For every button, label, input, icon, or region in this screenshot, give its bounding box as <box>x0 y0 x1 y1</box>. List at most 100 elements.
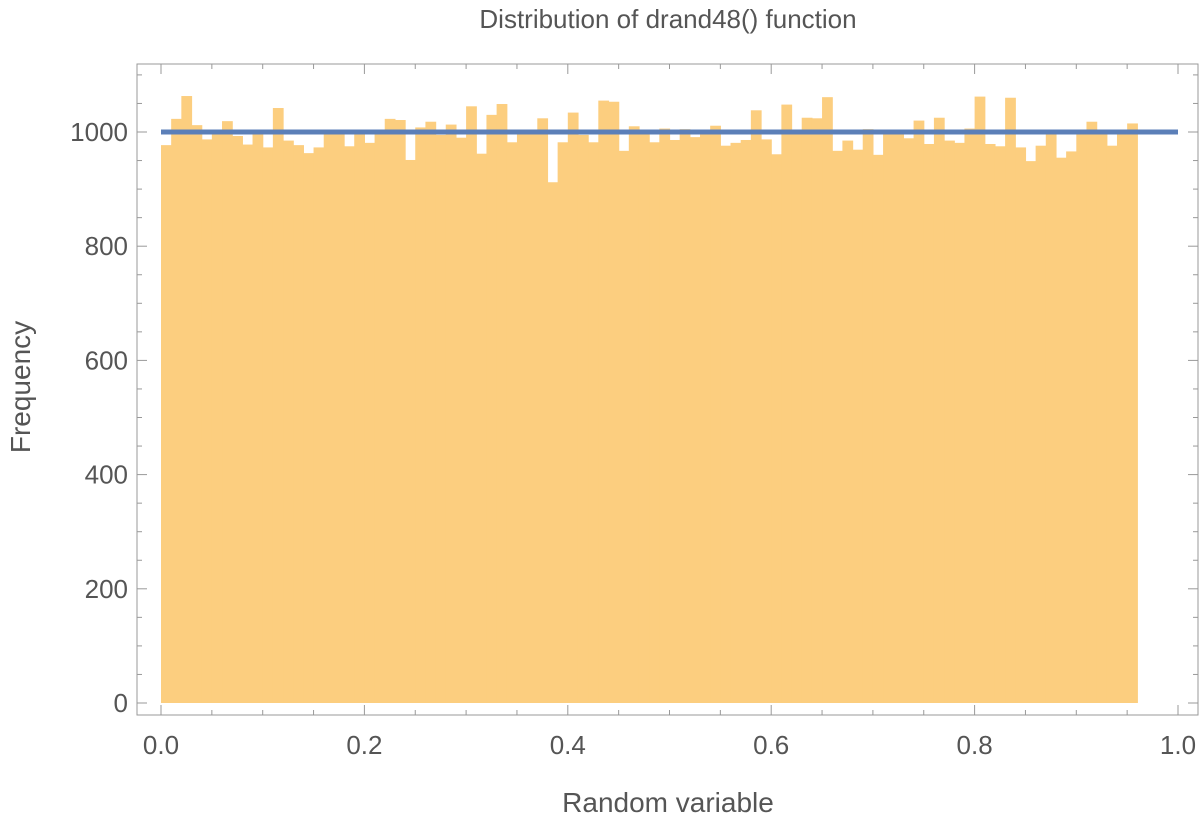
histogram-bar <box>994 146 1006 703</box>
histogram-bar <box>333 132 345 703</box>
histogram-bar <box>628 126 640 704</box>
histogram-bar <box>283 140 294 703</box>
x-tick-label: 1.0 <box>1160 730 1196 760</box>
histogram-bar <box>161 145 172 703</box>
histogram-bar <box>974 96 986 704</box>
histogram-bar <box>933 117 945 704</box>
histogram-bar <box>811 118 823 704</box>
histogram-bar <box>862 129 874 703</box>
histogram-bar <box>801 117 813 704</box>
histogram-bar <box>577 134 589 704</box>
histogram-bar <box>466 106 477 703</box>
histogram-bar <box>445 124 457 703</box>
x-tick-label: 0.8 <box>957 730 993 760</box>
histogram-bar <box>252 130 264 704</box>
histogram-bar <box>710 125 721 704</box>
histogram-bar <box>405 159 416 704</box>
y-tick-label: 1000 <box>70 117 128 147</box>
histogram-bar <box>191 125 203 703</box>
histogram-bar <box>374 134 386 703</box>
histogram-bar <box>588 142 599 703</box>
histogram-bar <box>659 128 671 703</box>
histogram-bar <box>883 134 894 703</box>
histogram-bar <box>547 182 559 703</box>
histogram-bar <box>669 139 681 704</box>
x-tick-label: 0.0 <box>143 730 179 760</box>
x-tick-label: 0.6 <box>753 730 789 760</box>
histogram-bar <box>1086 121 1098 704</box>
histogram-bar <box>1035 145 1047 703</box>
histogram-bar <box>293 145 304 703</box>
histogram-bar <box>506 142 518 703</box>
histogram-bar <box>1066 151 1077 703</box>
histogram-bar <box>384 118 396 704</box>
histogram-bar <box>964 128 976 703</box>
histogram-bar <box>1096 132 1108 703</box>
histogram-bar <box>984 143 996 704</box>
histogram-bar <box>171 118 182 704</box>
histogram-bar <box>201 139 213 704</box>
y-axis-label: Frequency <box>5 321 36 453</box>
x-tick-label: 0.4 <box>550 730 586 760</box>
histogram-bar <box>496 104 508 703</box>
histogram-bar <box>791 133 803 703</box>
y-axis-tick-labels: 0 200 400 600 800 1000 <box>70 117 128 718</box>
y-tick-label: 400 <box>85 460 128 490</box>
histogram-bar <box>954 142 966 704</box>
histogram-bar <box>944 140 955 703</box>
histogram-bar <box>262 147 274 704</box>
histogram-bars <box>161 96 1138 704</box>
histogram-bar <box>232 136 243 703</box>
histogram-bar <box>435 134 447 704</box>
histogram-bar <box>425 121 437 704</box>
histogram-bar <box>1005 97 1016 704</box>
histogram-bar <box>567 112 579 704</box>
histogram-bar <box>923 143 935 704</box>
histogram-bar <box>527 129 538 704</box>
y-tick-label: 600 <box>85 345 128 375</box>
histogram-bar <box>354 133 365 703</box>
plot-frame <box>136 63 1199 716</box>
histogram-bar <box>1106 145 1118 703</box>
histogram-bar <box>516 132 528 703</box>
x-axis-ticks <box>160 64 1179 715</box>
histogram-bar <box>476 153 488 703</box>
y-tick-label: 0 <box>114 688 128 718</box>
histogram-bar <box>740 139 752 704</box>
histogram-bar <box>842 140 854 703</box>
histogram-bar <box>903 138 915 703</box>
histogram-bar <box>344 146 355 703</box>
histogram-bar <box>1015 147 1027 704</box>
histogram-bar <box>750 110 762 704</box>
x-tick-label: 0.2 <box>346 730 382 760</box>
histogram-bar <box>1116 131 1128 703</box>
histogram-bar <box>222 121 233 703</box>
histogram-bar <box>893 130 905 704</box>
histogram-bar <box>730 142 742 704</box>
histogram-bar <box>394 120 406 703</box>
histogram-bar <box>537 118 549 704</box>
histogram-bar <box>364 142 376 704</box>
histogram-bar <box>1025 161 1037 703</box>
histogram-bar <box>852 149 864 703</box>
histogram-bar <box>1055 157 1067 703</box>
histogram-bar <box>822 97 833 704</box>
histogram-bar <box>415 127 427 704</box>
histogram-bar <box>913 120 925 703</box>
histogram-bar <box>323 132 335 703</box>
histogram-bar <box>689 137 701 703</box>
histogram-bar <box>272 108 284 703</box>
histogram-bar <box>649 142 660 703</box>
chart-title: Distribution of drand48() function <box>479 4 856 34</box>
histogram-bar <box>1127 123 1138 703</box>
histogram-bar <box>720 145 732 703</box>
histogram-bar <box>872 154 884 704</box>
histogram-bar <box>211 129 223 704</box>
histogram-bar <box>455 137 467 703</box>
histogram-bar <box>781 104 793 704</box>
histogram-bar <box>679 129 691 703</box>
histogram-bar <box>486 114 498 704</box>
histogram-bar <box>771 154 782 703</box>
histogram-bar <box>1076 132 1088 703</box>
